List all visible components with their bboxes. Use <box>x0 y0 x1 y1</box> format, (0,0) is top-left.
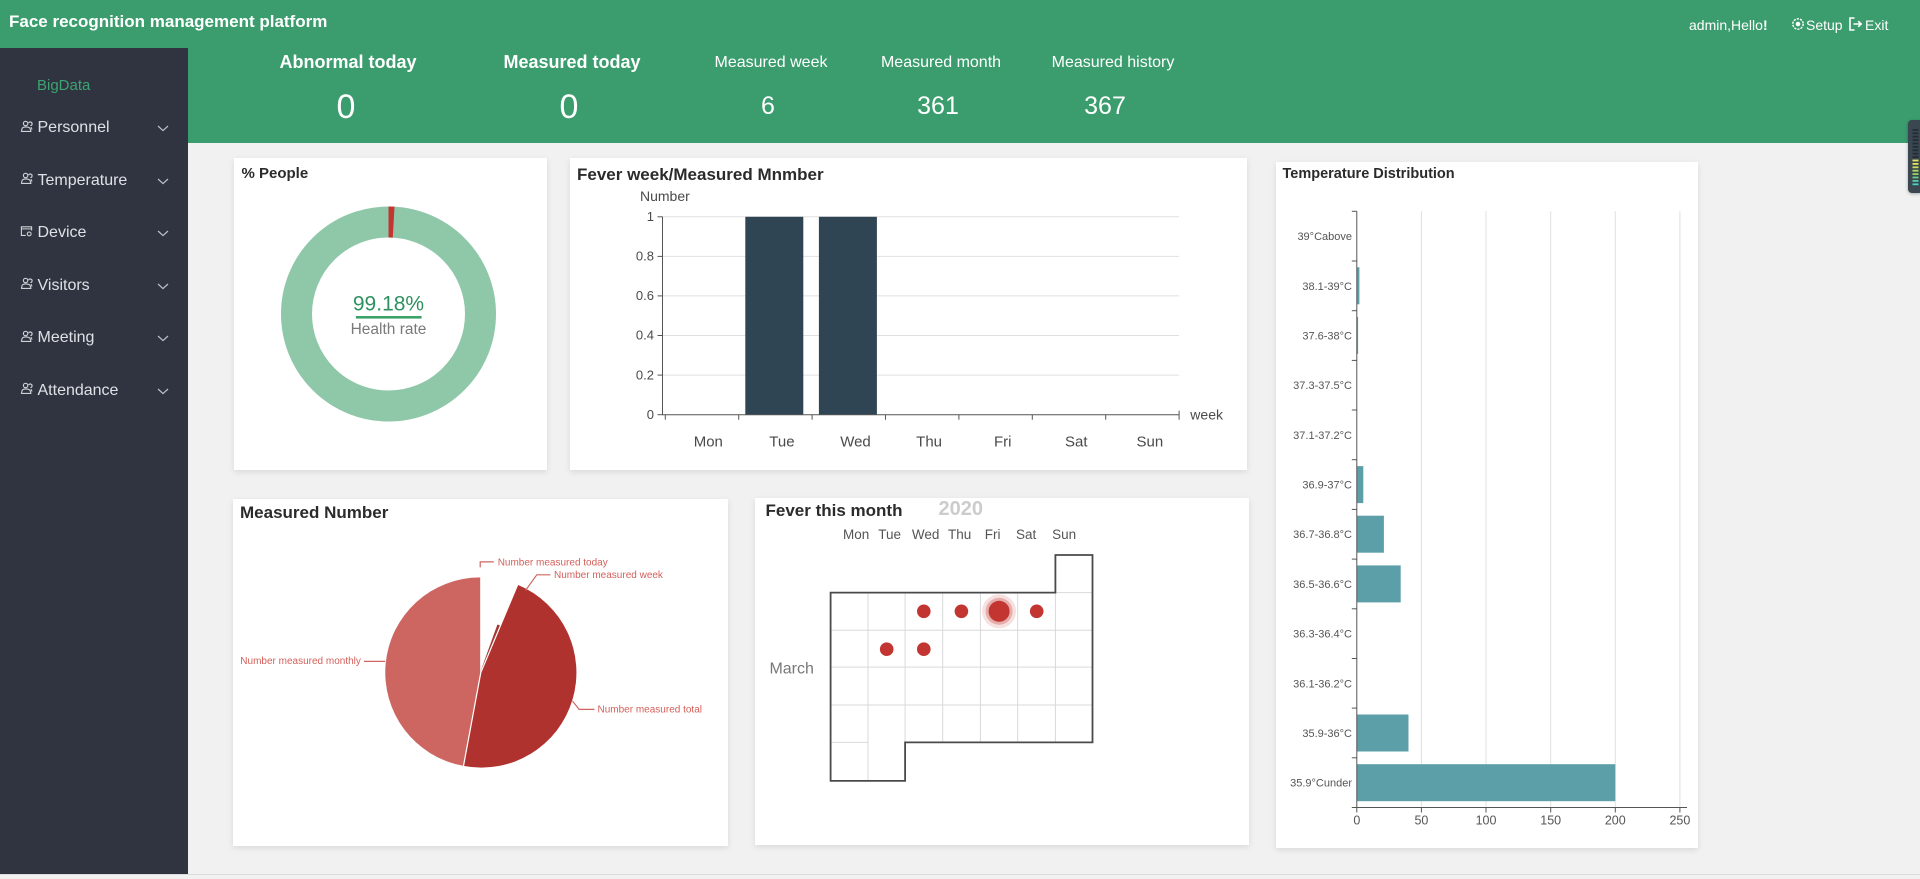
svg-text:1: 1 <box>647 209 654 224</box>
svg-text:38.1-39°C: 38.1-39°C <box>1302 280 1352 292</box>
svg-text:Number measured monthly: Number measured monthly <box>240 655 361 666</box>
svg-text:Thu: Thu <box>916 433 942 450</box>
svg-text:100: 100 <box>1475 813 1496 827</box>
svg-text:37.6-38°C: 37.6-38°C <box>1302 330 1352 342</box>
svg-text:35.9-36°C: 35.9-36°C <box>1302 728 1352 740</box>
svg-text:50: 50 <box>1414 813 1428 827</box>
svg-text:Sat: Sat <box>1065 433 1088 450</box>
svg-text:37.1-37.2°C: 37.1-37.2°C <box>1293 429 1352 441</box>
svg-text:36.5-36.6°C: 36.5-36.6°C <box>1293 578 1352 590</box>
svg-text:36.9-37°C: 36.9-37°C <box>1302 479 1352 491</box>
svg-text:Number: Number <box>640 188 690 204</box>
svg-text:200: 200 <box>1604 813 1625 827</box>
svg-text:week: week <box>1189 407 1224 423</box>
svg-text:250: 250 <box>1669 813 1690 827</box>
svg-text:39°Cabove: 39°Cabove <box>1297 231 1352 243</box>
svg-text:0.8: 0.8 <box>636 249 654 264</box>
svg-text:37.3-37.5°C: 37.3-37.5°C <box>1293 380 1352 392</box>
svg-text:Sat: Sat <box>1015 527 1036 542</box>
svg-text:0.6: 0.6 <box>636 288 654 303</box>
svg-text:Tue: Tue <box>769 433 794 450</box>
svg-text:Tue: Tue <box>878 527 901 542</box>
svg-text:0.4: 0.4 <box>636 328 654 343</box>
svg-text:99.18%: 99.18% <box>352 293 423 316</box>
svg-text:0: 0 <box>1353 813 1360 827</box>
svg-text:Mon: Mon <box>694 433 723 450</box>
svg-text:Thu: Thu <box>947 527 970 542</box>
svg-text:Mon: Mon <box>842 527 868 542</box>
svg-text:0: 0 <box>647 407 654 422</box>
svg-text:Wed: Wed <box>911 527 939 542</box>
svg-text:Wed: Wed <box>840 433 871 450</box>
svg-text:March: March <box>769 660 813 677</box>
svg-text:Number measured total: Number measured total <box>598 704 703 715</box>
svg-text:36.1-36.2°C: 36.1-36.2°C <box>1293 678 1352 690</box>
svg-text:36.3-36.4°C: 36.3-36.4°C <box>1293 628 1352 640</box>
svg-text:Fri: Fri <box>994 433 1012 450</box>
svg-text:Health rate: Health rate <box>350 321 426 338</box>
svg-text:Sun: Sun <box>1052 527 1076 542</box>
svg-text:Number measured week: Number measured week <box>554 569 664 580</box>
svg-text:0.2: 0.2 <box>636 367 654 382</box>
svg-text:Number measured today: Number measured today <box>498 557 608 568</box>
svg-text:Sun: Sun <box>1137 433 1164 450</box>
svg-text:150: 150 <box>1540 813 1561 827</box>
svg-text:35.9°Cunder: 35.9°Cunder <box>1290 777 1352 789</box>
svg-text:36.7-36.8°C: 36.7-36.8°C <box>1293 529 1352 541</box>
svg-text:Fri: Fri <box>984 527 1000 542</box>
